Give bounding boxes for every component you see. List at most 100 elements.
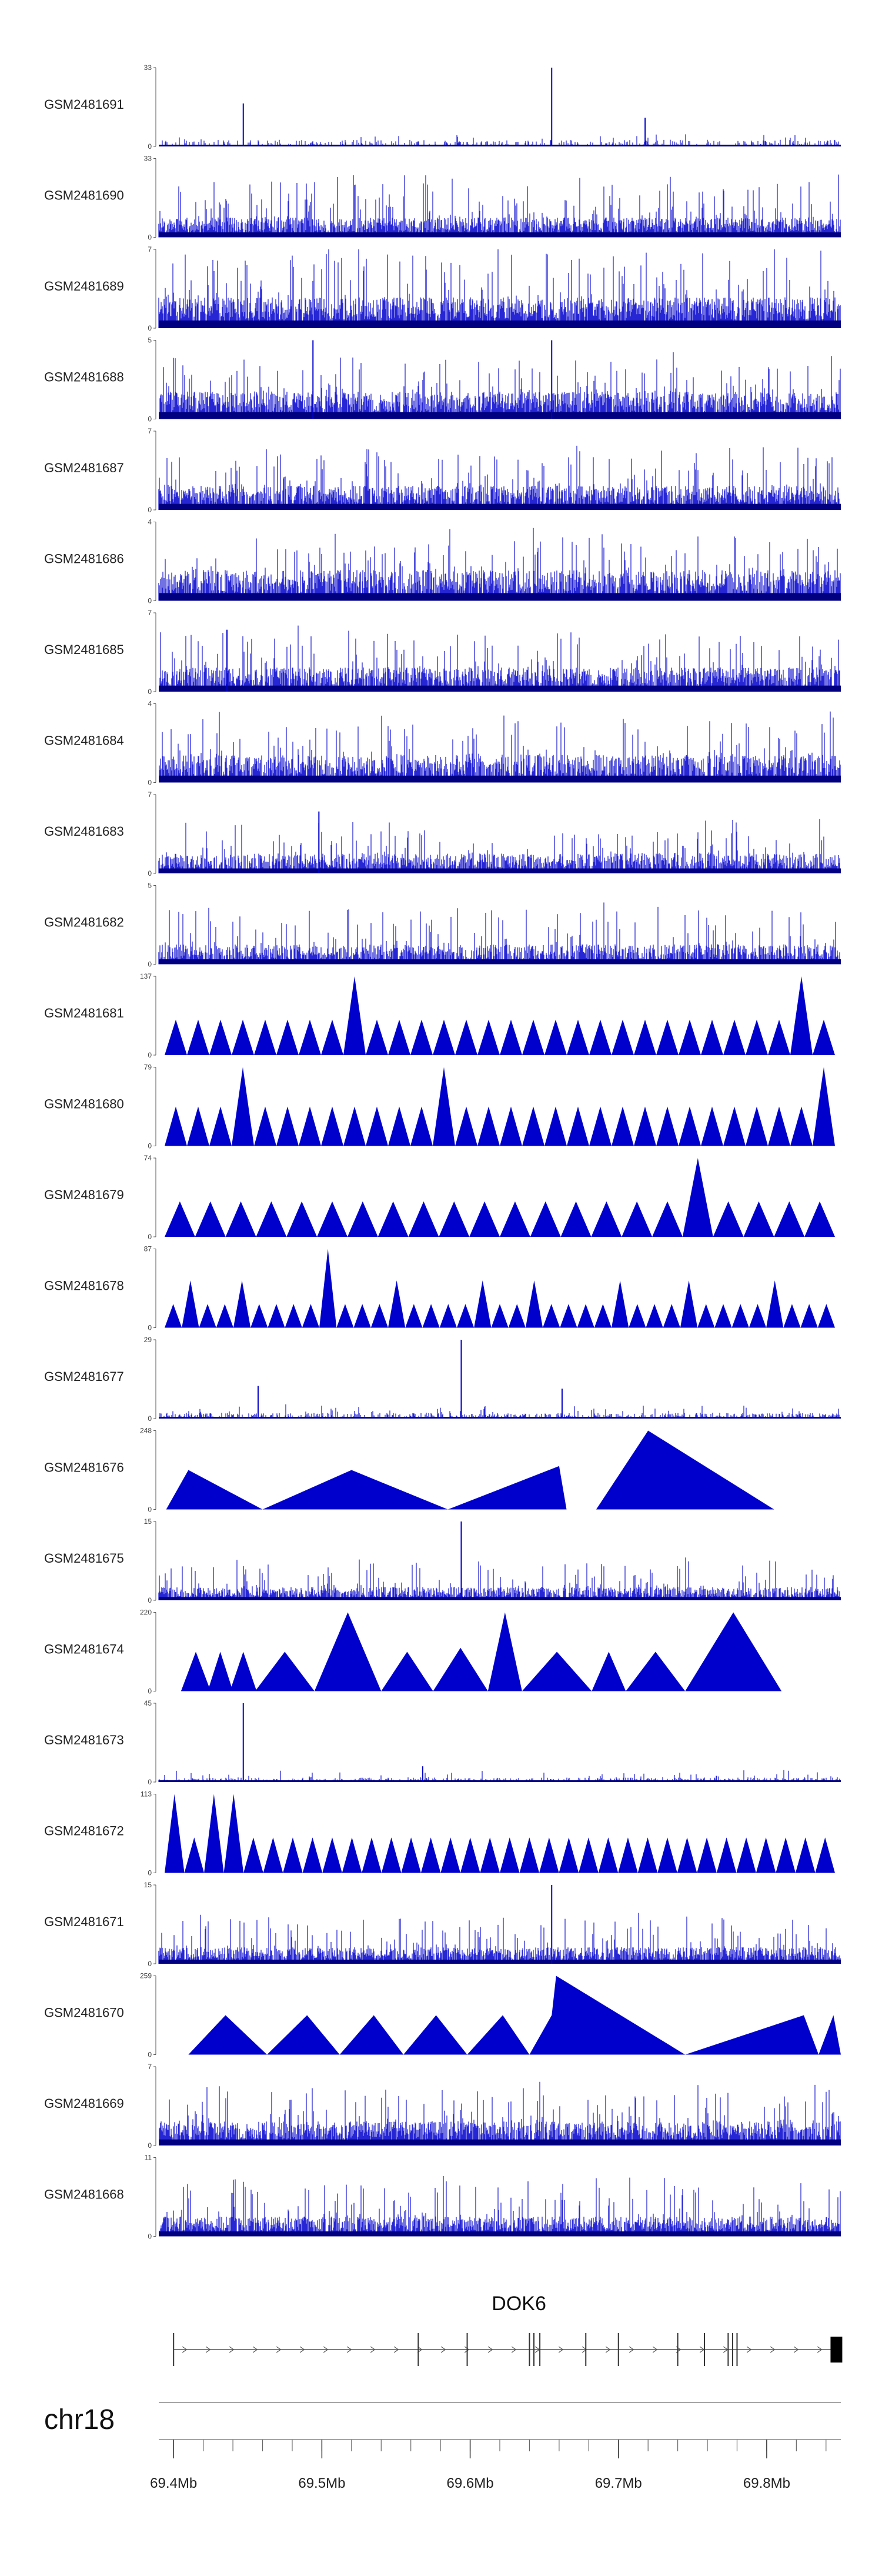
coverage-peak (634, 1106, 656, 1146)
coverage-peak (480, 1837, 500, 1873)
y-axis-max-label: 113 (141, 1790, 152, 1798)
coverage-peak (800, 1304, 818, 1328)
y-axis-max-label: 7 (148, 790, 152, 799)
track-label: GSM2481677 (44, 1369, 124, 1384)
coverage-peak (713, 1201, 744, 1237)
track-GSM2481685: GSM2481685 7 0 (44, 609, 841, 696)
genome-axis-panel: chr18 69.4Mb 69.5Mb 69.6Mb 69.7Mb 69.8Mb (44, 2402, 841, 2491)
y-axis-min-label: 0 (148, 1869, 152, 1877)
coverage-peak (381, 1837, 402, 1873)
coverage-peak (263, 1837, 283, 1873)
y-axis-max-label: 11 (145, 2154, 152, 2162)
axis-tick-label: 69.7Mb (595, 2475, 642, 2491)
track-GSM2481688: GSM2481688 5 0 (44, 336, 841, 423)
y-axis-max-label: 15 (144, 1517, 152, 1526)
coverage-peak (589, 1019, 612, 1055)
track-label: GSM2481688 (44, 370, 124, 385)
coverage-peak (656, 1019, 679, 1055)
strand-arrow (440, 2346, 446, 2353)
strand-arrow (417, 2346, 423, 2353)
coverage-peak (774, 1201, 805, 1237)
coverage-peak (743, 1201, 774, 1237)
coverage-peak (723, 1106, 746, 1146)
coverage-peak (500, 1106, 522, 1146)
coverage-peak (634, 1019, 656, 1055)
strand-arrow (229, 2346, 235, 2353)
y-axis-min-label: 0 (148, 506, 152, 514)
coverage-peak (749, 1304, 767, 1328)
strand-arrow (299, 2346, 305, 2353)
y-axis-min-label: 0 (148, 597, 152, 605)
track-label: GSM2481683 (44, 824, 124, 839)
coverage-peak (366, 1106, 388, 1146)
coverage-peak (612, 1106, 634, 1146)
strand-arrow (723, 2346, 729, 2353)
y-axis-max-label: 74 (144, 1154, 152, 1162)
coverage-peak (165, 1019, 187, 1055)
y-axis-max-label: 220 (140, 1609, 152, 1617)
y-axis-max-label: 248 (140, 1427, 152, 1435)
coverage-bars (159, 625, 840, 692)
coverage-bars (158, 1557, 840, 1600)
strand-arrow (370, 2346, 376, 2353)
track-GSM2481673: GSM2481673 45 0 (44, 1699, 841, 1786)
coverage-peak (456, 1304, 475, 1328)
track-label: GSM2481681 (44, 1006, 124, 1020)
track-GSM2481671: GSM2481671 15 0 (44, 1881, 841, 1968)
coverage-peak (223, 1794, 244, 1873)
coverage-peak (460, 1837, 480, 1873)
track-GSM2481689: GSM2481689 7 0 (44, 245, 841, 332)
coverage-floor (159, 959, 841, 965)
track-label: GSM2481684 (44, 733, 124, 748)
coverage-peak (685, 1612, 782, 1691)
coverage-peak (560, 1304, 577, 1328)
track-GSM2481668: GSM2481668 11 0 (44, 2154, 841, 2241)
strand-arrow (652, 2346, 658, 2353)
track-label: GSM2481676 (44, 1460, 124, 1475)
track-GSM2481678: GSM2481678 87 0 (44, 1245, 835, 1332)
y-axis-max-label: 5 (148, 336, 152, 345)
track-label: GSM2481671 (44, 1914, 124, 1929)
track-GSM2481669: GSM2481669 7 0 (44, 2063, 841, 2150)
coverage-floor (159, 503, 841, 510)
coverage-peak (255, 1651, 315, 1691)
coverage-peak (790, 1106, 813, 1146)
coverage-peak (768, 1019, 790, 1055)
track-GSM2481683: GSM2481683 7 0 (44, 790, 841, 877)
track-GSM2481684: GSM2481684 4 0 (44, 700, 841, 787)
coverage-peak (544, 1106, 567, 1146)
track-GSM2481674: GSM2481674 220 0 (44, 1609, 782, 1696)
track-label: GSM2481682 (44, 915, 124, 930)
coverage-peak (487, 1612, 522, 1691)
coverage-bars (158, 819, 840, 873)
coverage-peak (591, 1201, 622, 1237)
coverage-peak (522, 1106, 544, 1146)
strand-arrow (182, 2346, 188, 2353)
coverage-peak (181, 1651, 211, 1691)
coverage-peak (508, 1304, 526, 1328)
y-axis-max-label: 7 (148, 427, 152, 435)
coverage-peak (302, 1837, 323, 1873)
y-axis-max-label: 137 (140, 972, 152, 980)
coverage-peak (232, 1067, 254, 1146)
coverage-peak (598, 1837, 619, 1873)
coverage-peak (283, 1837, 303, 1873)
coverage-floor (159, 1597, 841, 1600)
coverage-peak (225, 1201, 256, 1237)
track-label: GSM2481678 (44, 1279, 124, 1293)
coverage-peak (701, 1019, 723, 1055)
coverage-peak (817, 1304, 835, 1328)
coverage-peak (579, 1837, 599, 1873)
y-axis-min-label: 0 (148, 1506, 152, 1514)
coverage-peak (388, 1106, 410, 1146)
track-label: GSM2481670 (44, 2006, 124, 2020)
coverage-peak (195, 1201, 226, 1237)
y-axis-min-label: 0 (148, 1414, 152, 1423)
coverage-peak (165, 1304, 182, 1328)
coverage-peak (522, 1019, 544, 1055)
coverage-peak (589, 1106, 612, 1146)
coverage-peak (500, 1019, 522, 1055)
coverage-peak (184, 1837, 205, 1873)
strand-arrow (323, 2346, 329, 2353)
coverage-peak (679, 1106, 701, 1146)
